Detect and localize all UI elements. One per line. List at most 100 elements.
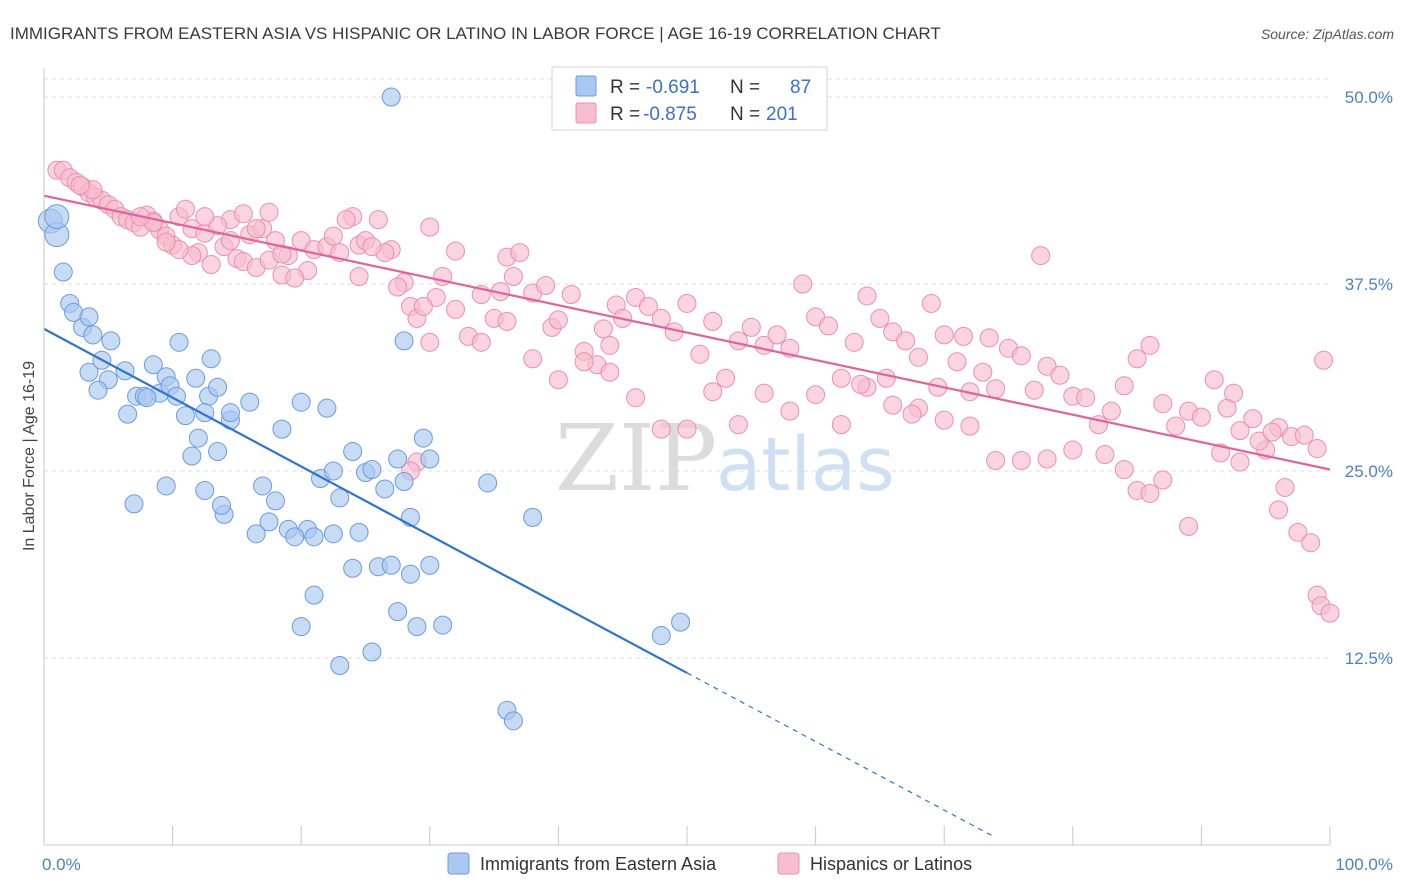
- eastern-asia-point-75: [523, 507, 543, 527]
- eastern-asia-point-66: [304, 585, 324, 605]
- eastern-asia-point-80: [44, 204, 70, 230]
- eastern-asia-point-86: [381, 87, 401, 107]
- hispanic-point-183: [233, 204, 253, 224]
- chart-title: IMMIGRANTS FROM EASTERN ASIA VS HISPANIC…: [10, 24, 941, 43]
- eastern-asia-point-83: [253, 476, 273, 496]
- hispanic-point-51: [446, 299, 466, 319]
- hispanic-point-153: [806, 385, 826, 405]
- eastern-asia-point-68: [291, 617, 311, 637]
- hispanic-point-137: [1179, 516, 1199, 536]
- hispanic-point-135: [1269, 500, 1289, 520]
- eastern-asia-point-17: [169, 332, 189, 352]
- hispanic-point-161: [600, 362, 620, 382]
- hispanic-point-100: [1011, 346, 1031, 366]
- hispanic-point-95: [947, 352, 967, 372]
- hispanic-point-97: [973, 362, 993, 382]
- hispanic-point-162: [574, 352, 594, 372]
- eastern-asia-point-64: [401, 564, 421, 584]
- eastern-asia-point-49: [246, 524, 266, 544]
- legend-swatch-eastern-asia: [575, 75, 597, 97]
- hispanic-point-175: [349, 267, 369, 287]
- hispanic-point-145: [1011, 451, 1031, 471]
- hispanic-point-118: [1243, 409, 1263, 429]
- hispanic-point-181: [259, 202, 279, 222]
- eastern-asia-point-34: [208, 442, 228, 462]
- hispanic-point-107: [1101, 401, 1121, 421]
- x-ticks: [43, 826, 1331, 845]
- hispanic-point-159: [651, 419, 671, 439]
- hispanic-point-24: [201, 255, 221, 275]
- hispanic-point-138: [1153, 470, 1173, 490]
- y-tick-label-0: 12.5%: [1345, 649, 1393, 668]
- hispanic-point-105: [1076, 388, 1096, 408]
- hispanic-point-148: [934, 410, 954, 430]
- eastern-asia-point-18: [186, 368, 206, 388]
- hispanic-point-174: [362, 237, 382, 257]
- hispanic-point-83: [793, 274, 813, 294]
- eastern-asia-point-28: [240, 392, 260, 412]
- eastern-asia-point-58: [394, 471, 414, 491]
- hispanic-point-111: [1153, 394, 1173, 414]
- hispanic-point-128: [1262, 422, 1282, 442]
- eastern-asia-point-70: [362, 642, 382, 662]
- eastern-asia-point-76: [478, 473, 498, 493]
- eastern-asia-point-74: [671, 612, 691, 632]
- hispanic-point-115: [1204, 370, 1224, 390]
- eastern-asia-point-45: [259, 512, 279, 532]
- hispanic-point-79: [741, 317, 761, 337]
- eastern-asia-point-57: [388, 449, 408, 469]
- eastern-asia-point-53: [349, 522, 369, 542]
- eastern-asia-point-55: [375, 479, 395, 499]
- hispanic-point-129: [1275, 477, 1295, 497]
- hispanic-point-125: [1211, 443, 1231, 463]
- hispanic-point-74: [677, 293, 697, 313]
- eastern-asia-point-79: [220, 403, 240, 423]
- eastern-asia-point-12: [115, 361, 135, 381]
- hispanic-point-93: [921, 293, 941, 313]
- hispanic-point-112: [1166, 416, 1186, 436]
- eastern-asia-point-32: [188, 428, 208, 448]
- eastern-asia-point-36: [343, 442, 363, 462]
- x-tick-label-right: 100.0%: [1335, 855, 1393, 874]
- hispanic-point-53: [471, 332, 491, 352]
- legend-r-value-2: -0.875: [643, 104, 697, 125]
- eastern-asia-point-48: [124, 494, 144, 514]
- legend-box: R = -0.691 N = 87 R = -0.875 N = 201: [551, 66, 828, 131]
- hispanic-point-103: [1050, 365, 1070, 385]
- hispanic-point-81: [767, 325, 787, 345]
- hispanic-point-77: [716, 368, 736, 388]
- eastern-asia-point-11: [88, 380, 108, 400]
- eastern-asia-point-21: [166, 386, 186, 406]
- hispanic-point-108: [1114, 376, 1134, 396]
- hispanic-point-165: [497, 311, 517, 331]
- legend-r-label-1: R =: [610, 77, 640, 98]
- watermark-zip: ZIP: [555, 405, 717, 512]
- watermark-atlas: atlas: [716, 422, 895, 508]
- hispanic-point-98: [986, 379, 1006, 399]
- eastern-asia-point-6: [83, 325, 103, 345]
- hispanic-point-66: [593, 319, 613, 339]
- eastern-asia-point-65: [420, 555, 440, 575]
- hispanic-point-123: [1307, 439, 1327, 459]
- hispanic-point-156: [728, 415, 748, 435]
- hispanic-point-109: [1127, 349, 1147, 369]
- eastern-asia-point-56: [401, 507, 421, 527]
- eastern-asia-point-72: [407, 617, 427, 637]
- y-tick-label-2: 37.5%: [1345, 275, 1393, 294]
- hispanic-point-142: [1095, 445, 1115, 465]
- eastern-asia-point-67: [388, 602, 408, 622]
- hispanic-point-136: [1230, 452, 1250, 472]
- hispanic-point-146: [986, 451, 1006, 471]
- hispanic-point-193: [70, 175, 90, 195]
- hispanic-point-58: [510, 243, 530, 263]
- hispanic-point-176: [336, 210, 356, 230]
- legend-n-label-2: N =: [730, 104, 760, 125]
- hispanic-point-131: [1301, 533, 1321, 553]
- hispanic-point-126: [1224, 383, 1244, 403]
- hispanic-point-171: [413, 296, 433, 316]
- points-layer: [37, 87, 1340, 731]
- eastern-asia-point-71: [433, 615, 453, 635]
- hispanic-point-163: [548, 370, 568, 390]
- eastern-asia-point-8: [79, 362, 99, 382]
